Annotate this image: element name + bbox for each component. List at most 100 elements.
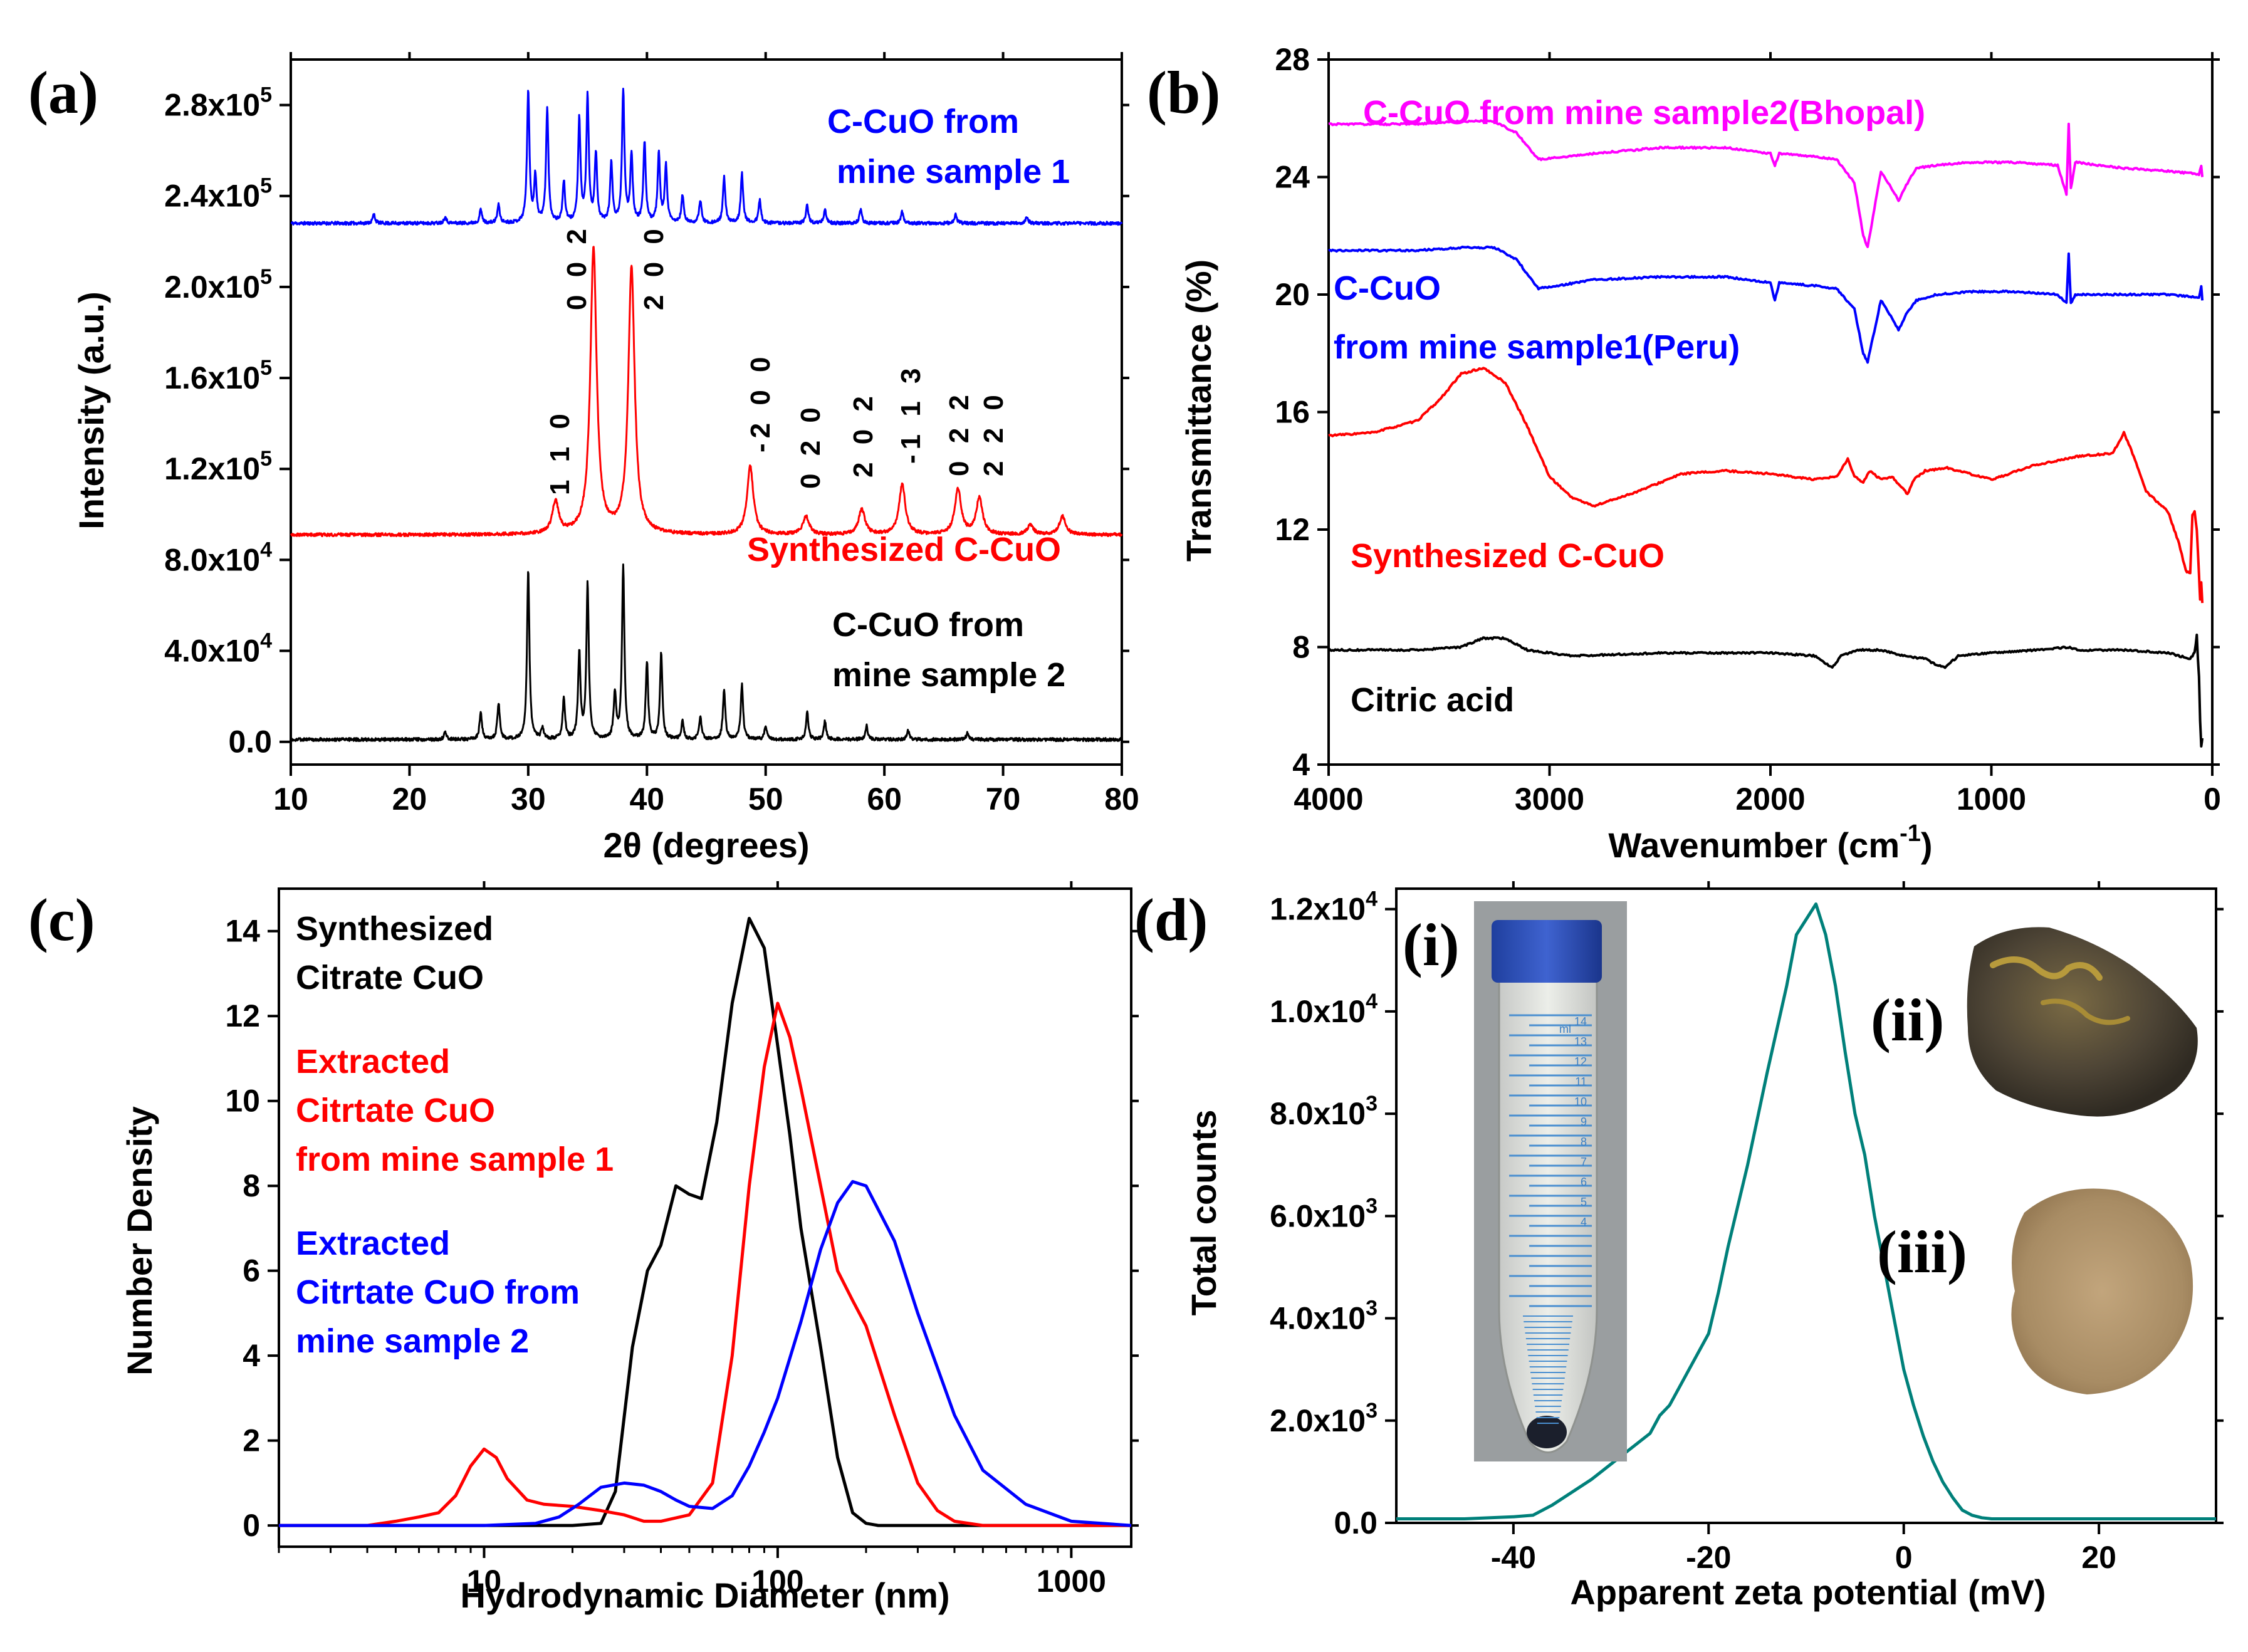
y-tick-label: 8.0x103 [1270,1092,1378,1131]
x-tick-label: 10 [467,1564,502,1599]
y-tick-label: 1.0x104 [1270,990,1378,1029]
y-tick-label: 8 [1292,630,1310,665]
x-tick-label: 3000 [1515,782,1584,817]
x-tick-label: 30 [511,782,546,817]
tube-sediment [1527,1416,1567,1448]
annot-b-peru-line2: from mine sample1(Peru) [1334,328,1740,366]
annot-a-mine1-line2: mine sample 1 [837,153,1070,191]
inset-rock: (ii) [1871,927,2198,1117]
y-tick-label: 24 [1275,160,1310,195]
annot-c-mine1-line3: from mine sample 1 [296,1141,614,1178]
y-tick-label-mantissa: 6.0x10 [1270,1198,1366,1233]
y-tick-label-exp: 4 [1366,990,1378,1013]
panel-a-ylabel: Intensity (a.u.) [71,291,111,530]
annot-c-synth-line1: Synthesized [296,910,493,948]
dls-series-line [279,1179,1132,1527]
x-tick-label: 20 [2081,1540,2116,1575]
y-tick-label-exp: 4 [1366,887,1378,911]
x-tick-label: 0 [2204,782,2221,817]
y-tick-label: 8.0x104 [164,538,272,577]
tube-scale-label: 13 [1574,1035,1587,1048]
panel-b-frame [1327,58,2214,766]
x-tick-label: -40 [1491,1540,1536,1575]
panel-c-series [279,916,1132,1527]
hkl-002: 0 0 2 [562,224,592,310]
y-tick-label: 4.0x103 [1270,1297,1378,1336]
hkl-m200: -2 0 0 [745,352,776,452]
y-tick-label-exp: 5 [260,265,272,289]
annot-b-bhopal: C-CuO from mine sample2(Bhopal) [1363,94,1925,132]
y-tick-label: 16 [1275,395,1310,430]
y-tick-label: 6.0x103 [1270,1194,1378,1233]
annot-c-mine2-line1: Extracted [296,1225,450,1262]
annot-b-citric: Citric acid [1351,681,1514,719]
y-tick-label: 2.0x105 [164,265,272,305]
panel-c: (c) 10 100 1000 0 2 4 6 8 10 12 14 Hydrodynamic Di… [28,881,1139,1615]
inset-powder: (iii) [1877,1188,2193,1394]
inset-tube: 14 13 12 11 10 9 8 7 6 5 4 ml (i) [1403,901,1627,1461]
panel-d: (d) -40 -20 0 200.02.0x1034.0x1036.0x1038.0… [1134,881,2224,1612]
y-tick-label-mantissa: 1.0x10 [1270,994,1366,1029]
y-tick-label: 8 [243,1168,260,1203]
panel-a-xlabel: 2θ (degrees) [603,825,809,865]
y-tick-label: 28 [1275,42,1310,77]
panel-d-series [1396,902,2216,1520]
x-tick-label: 60 [867,782,902,817]
tube-scale-label: 11 [1575,1075,1587,1088]
x-tick-label: 20 [392,782,427,817]
panel-b-xlabel-main: Wavenumber (cm [1608,825,1900,865]
hkl-202: 2 0 2 [848,391,879,478]
panel-c-ticks: 10 100 1000 0 2 4 6 8 10 12 14 [225,881,1139,1599]
x-tick-label: 1000 [1037,1564,1106,1599]
panel-a-frame [290,58,1123,766]
tube-scale-label: 9 [1581,1116,1587,1128]
panel-b-series [1328,119,2204,748]
y-tick-label-mantissa: 2.0x10 [164,269,260,305]
hkl-200: 2 0 0 [639,224,669,310]
rock-ore-vein-2 [2041,998,2130,1025]
panel-a-series [290,88,1123,743]
annot-c-mine2-line3: mine sample 2 [296,1322,529,1360]
y-tick-label: 1.6x105 [164,356,272,395]
annot-a-synth: Synthesized C-CuO [747,531,1061,568]
x-tick-label: 70 [986,782,1021,817]
panel-a-ticks: 10 20 30 40 50 60 70 800.04.0x1048.0x1041.2x105… [164,52,1139,817]
y-tick-label-mantissa: 8.0x10 [1270,1096,1366,1131]
x-tick-label: 10 [273,782,308,817]
panel-c-letter: (c) [28,886,95,953]
x-tick-label: 100 [751,1564,803,1599]
panel-b-letter: (b) [1147,59,1220,126]
ftir-series-line [1328,634,2204,748]
panel-c-ylabel: Number Density [120,1106,159,1375]
xrd-series-line [290,88,1123,226]
tube-scale-label: 5 [1581,1196,1587,1208]
y-tick-label: 20 [1275,277,1310,312]
panel-d-ticks: -40 -20 0 200.02.0x1034.0x1036.0x1038.0x103… [1270,881,2224,1575]
inset-i-label: (i) [1403,911,1460,978]
tube-scale-label: 8 [1581,1136,1587,1148]
ore-rock-image [1967,927,2198,1117]
inset-ii-label: (ii) [1871,986,1944,1053]
tube-scale-label: 7 [1581,1156,1587,1168]
ftir-series-line [1328,367,2204,604]
annot-c-mine2-line2: Citrtate CuO from [296,1273,580,1311]
hkl-022: 0 2 2 [944,390,975,476]
y-tick-label: 12 [225,998,260,1033]
inset-iii-label: (iii) [1877,1218,1967,1285]
annot-c-synth-line2: Citrate CuO [296,959,484,996]
panel-a: (a) 10 20 30 40 50 60 70 800.04.0x1048.0x1041.2… [28,52,1139,865]
zeta-series-line [1396,902,2216,1520]
tube-scale-label: 10 [1574,1095,1587,1108]
tube-scale-label: 6 [1581,1176,1587,1188]
y-tick-label: 4.0x104 [164,629,272,669]
annot-c-mine1-line2: Citrtate CuO [296,1092,495,1129]
panel-d-ylabel: Total counts [1184,1110,1223,1316]
x-tick-label: -20 [1686,1540,1731,1575]
panel-b-xlabel-end: ) [1921,825,1933,865]
y-tick-label: 1.2x104 [1270,887,1378,927]
y-tick-label-exp: 3 [1366,1399,1378,1423]
x-tick-label: 0 [1895,1540,1913,1575]
y-tick-label-exp: 5 [260,447,272,471]
ftir-series-line [1328,245,2204,364]
